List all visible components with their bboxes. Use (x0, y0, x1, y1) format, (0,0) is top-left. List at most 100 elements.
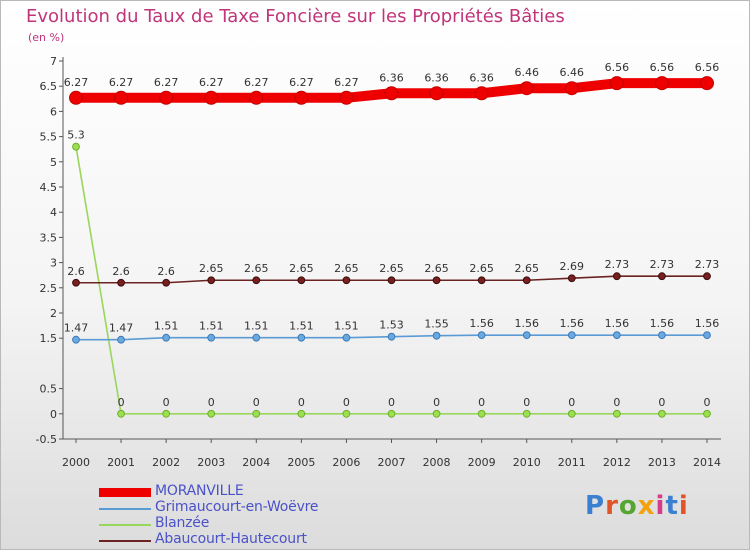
data-point (117, 409, 125, 418)
data-label: 0 (253, 396, 260, 409)
data-point (564, 81, 579, 96)
logo-letter: i (678, 491, 689, 521)
y-tick-label: 5.5 (40, 131, 58, 144)
data-label: 2.65 (514, 262, 539, 275)
y-tick-label: -0.5 (36, 433, 57, 446)
y-tick-label: 6 (50, 105, 57, 118)
legend-label: Abaucourt-Hautecourt (155, 531, 307, 547)
data-label: 0 (478, 396, 485, 409)
data-label: 2.73 (605, 258, 630, 271)
axes: -0.5 0 0.5 1.5 2 2.5 3 3.5 4 4.5 5 5.5 6 6.5 7 2000 2001… (36, 55, 721, 469)
x-tick-label: 2013 (648, 456, 676, 469)
data-point (567, 274, 576, 283)
data-label: 1.47 (64, 322, 89, 335)
series-0: 6.27 6.27 6.27 6.27 6.27 6.27 6.27 6.36 6.36 6.36… (64, 61, 720, 105)
logo-letter: t (665, 491, 679, 521)
data-point (252, 276, 261, 285)
data-label: 1.51 (244, 320, 269, 333)
data-label: 0 (658, 396, 665, 409)
logo-letter: r (605, 491, 619, 521)
data-point (567, 409, 576, 418)
data-point (658, 272, 666, 281)
x-tick-label: 2010 (513, 456, 541, 469)
data-point (387, 332, 396, 341)
data-label: 1.56 (560, 317, 585, 330)
data-point (519, 81, 534, 96)
data-point (432, 409, 441, 418)
data-label: 1.51 (199, 320, 224, 333)
data-point (654, 76, 669, 91)
data-label: 2.6 (112, 265, 130, 278)
data-label: 0 (433, 396, 440, 409)
data-label: 2.73 (695, 258, 720, 271)
legend-label: Grimaucourt-en-Woëvre (155, 499, 319, 515)
data-point (252, 333, 261, 342)
data-point (207, 276, 216, 285)
data-point (432, 276, 441, 285)
y-tick-label: 3 (50, 257, 57, 270)
y-tick-label: 3.5 (40, 231, 58, 244)
y-tick-label: 5 (50, 156, 57, 169)
y-tick-label: 2 (50, 307, 57, 320)
proxiti-logo: Proxiti (585, 491, 695, 525)
x-tick-label: 2001 (107, 456, 135, 469)
x-tick-label: 2000 (62, 456, 90, 469)
x-tick-label: 2005 (287, 456, 315, 469)
data-label: 0 (163, 396, 170, 409)
data-point (522, 409, 531, 418)
data-point (69, 90, 83, 105)
y-tick-label: 4 (50, 206, 57, 219)
data-point (297, 333, 306, 342)
data-label: 6.56 (650, 61, 675, 74)
data-label: 2.65 (424, 262, 449, 275)
logo-letter: o (618, 491, 638, 521)
data-label: 1.55 (424, 318, 449, 331)
data-label: 0 (343, 396, 350, 409)
data-label: 6.27 (64, 76, 89, 89)
data-point (612, 331, 621, 340)
data-point (474, 86, 489, 101)
data-label: 1.56 (605, 317, 630, 330)
data-point (252, 409, 261, 418)
data-point (567, 331, 576, 340)
x-tick-label: 2012 (603, 456, 631, 469)
data-point (342, 276, 351, 285)
data-point (477, 276, 486, 285)
legend-label: Blanzée (155, 515, 210, 531)
data-point (432, 331, 441, 340)
data-label: 0 (208, 396, 215, 409)
data-point (162, 333, 171, 342)
data-label: 2.65 (469, 262, 494, 275)
data-point (159, 90, 174, 105)
data-label: 0 (568, 396, 575, 409)
data-point (114, 90, 129, 105)
data-label: 6.56 (695, 61, 720, 74)
data-label: 6.27 (154, 76, 179, 89)
data-label: 2.65 (334, 262, 359, 275)
y-tick-label: 0 (50, 408, 57, 421)
data-label: 2.65 (199, 262, 224, 275)
data-point (207, 409, 216, 418)
series-1: 1.47 1.47 1.51 1.51 1.51 1.51 1.51 1.53 1.55 1.56… (64, 317, 719, 344)
data-point (72, 335, 80, 344)
x-tick-label: 2011 (558, 456, 586, 469)
data-label: 2.6 (157, 265, 175, 278)
series-3: 2.6 2.6 2.6 2.65 2.65 2.65 2.65 2.65 2.65 2.65 2.6… (67, 258, 720, 287)
data-point (387, 276, 396, 285)
y-tick-label: 0.5 (40, 383, 58, 396)
series-2: 5.3 0 0 0 0 0 0 0 0 0 0 0 0 0 0 (67, 129, 711, 418)
data-label: 5.3 (67, 129, 85, 142)
data-label: 1.47 (109, 322, 134, 335)
data-label: 6.36 (424, 71, 449, 84)
data-point (387, 409, 396, 418)
data-point (117, 278, 125, 287)
x-tick-label: 2004 (242, 456, 270, 469)
x-tick-label: 2014 (693, 456, 721, 469)
data-point (703, 409, 711, 418)
data-point (72, 278, 80, 287)
data-point (384, 86, 399, 101)
series-layer: 5.3 0 0 0 0 0 0 0 0 0 0 0 0 0 0 1.47 1.47 1.51 1.51 1.51 1.5… (64, 61, 720, 418)
x-tick-label: 2008 (423, 456, 451, 469)
legend-label: MORANVILLE (155, 483, 244, 499)
